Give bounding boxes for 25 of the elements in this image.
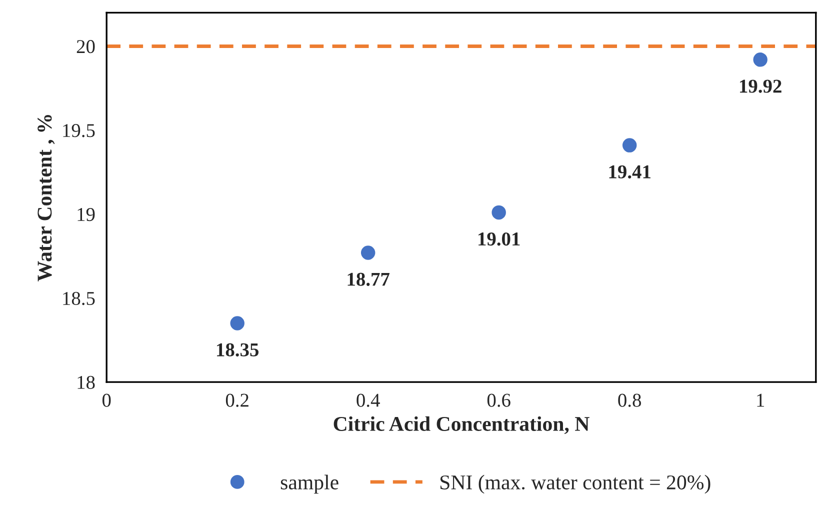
x-tick-label: 0.4 — [356, 394, 380, 407]
data-label: 18.77 — [348, 272, 390, 286]
data-label: 19.01 — [478, 232, 520, 246]
legend-label: SNI (max. water content = 20%) — [440, 474, 710, 494]
y-tick-label: 18 — [78, 376, 95, 389]
x-tick-label: 0 — [102, 394, 111, 407]
y-tick-label: 19.5 — [63, 124, 95, 138]
point — [753, 52, 768, 67]
point — [230, 316, 244, 330]
x-tick-label: 1 — [757, 394, 764, 407]
x-axis-title: Citric Acid Concentration, N — [334, 416, 590, 434]
y-axis-title: Water Content , % — [38, 114, 55, 282]
y-tick-label: 20 — [76, 40, 95, 54]
legend-label: sample — [280, 474, 338, 494]
y-tick-label: 19 — [78, 208, 95, 222]
y-tick-label: 18.5 — [63, 292, 95, 306]
point — [360, 246, 376, 260]
x-tick-label: 0.8 — [618, 394, 641, 407]
data-label: 18.35 — [217, 343, 259, 356]
x-tick-label: 0.2 — [226, 394, 248, 407]
data-label: 19.92 — [740, 80, 782, 93]
x-tick-label: 0.6 — [487, 394, 510, 407]
data-label: 19.41 — [609, 165, 650, 179]
point — [492, 205, 506, 220]
point — [622, 138, 637, 152]
